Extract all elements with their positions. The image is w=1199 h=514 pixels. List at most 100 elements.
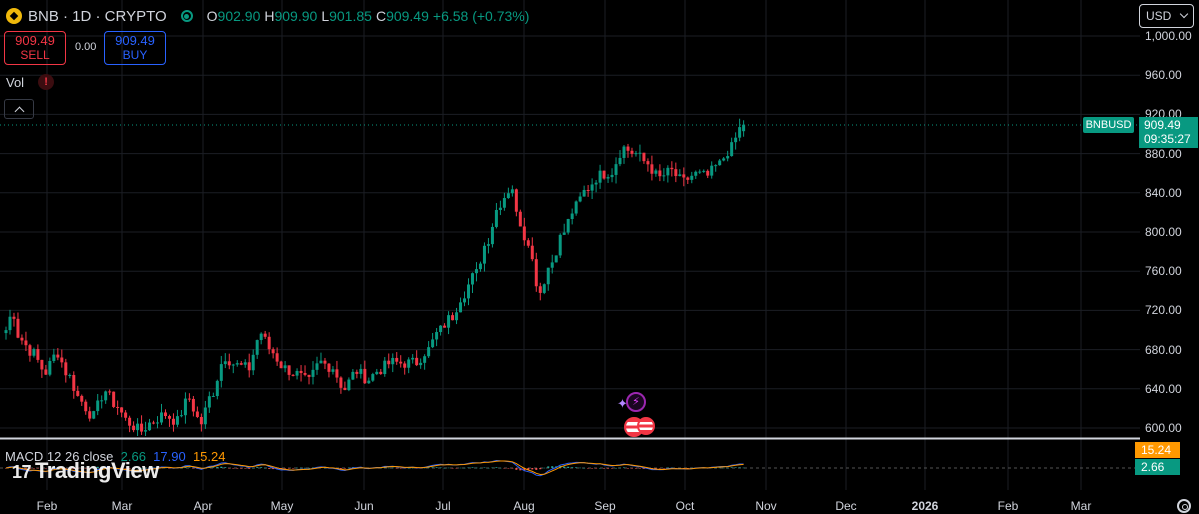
candle-body (239, 363, 243, 365)
macd-histogram-bar (519, 468, 522, 471)
macd-histogram-bar (48, 467, 51, 468)
candle-body (490, 226, 494, 245)
macd-histogram-bar (423, 467, 426, 469)
candle-body (100, 400, 104, 402)
macd-label: MACD 12 26 close (5, 449, 114, 464)
collapse-legend-button[interactable] (4, 99, 34, 119)
candle-body (40, 359, 44, 370)
time-tick: Sep (594, 499, 616, 513)
macd-histogram-bar (124, 468, 127, 469)
candle-body (76, 390, 80, 396)
macd-histogram-bar (595, 468, 598, 469)
macd-histogram-bar (551, 466, 554, 468)
macd-histogram-bar (300, 467, 303, 469)
close-label: C (375, 8, 387, 24)
candle-body (478, 263, 482, 270)
macd-histogram-value: 2.66 (120, 449, 146, 464)
macd-histogram-bar (587, 468, 590, 469)
macd-histogram-bar (459, 467, 462, 469)
candle-body (518, 211, 522, 227)
change-value: +6.58 (+0.73%) (432, 8, 530, 24)
macd-histogram-bar (622, 467, 625, 468)
macd-histogram-bar (575, 467, 578, 468)
candle-body (439, 325, 443, 333)
candle-body (371, 374, 375, 381)
candle-body (566, 218, 570, 233)
tradingview-logo-icon: 17 (12, 462, 32, 482)
macd-histogram-bar (312, 467, 315, 469)
macd-histogram-bar (467, 467, 470, 468)
macd-histogram-bar (642, 468, 645, 469)
currency-select[interactable]: USD (1139, 4, 1194, 28)
candle-body (88, 411, 92, 419)
buy-price: 909.49 (115, 33, 155, 48)
tradingview-logo-text: TradingView (35, 458, 159, 483)
market-open-icon[interactable] (180, 10, 193, 22)
candle-body (610, 174, 614, 178)
candle-body (534, 259, 538, 287)
sell-button[interactable]: 909.49 SELL (4, 31, 66, 65)
macd-histogram-bar (742, 467, 745, 469)
macd-histogram-bar (475, 467, 478, 469)
buy-button[interactable]: 909.49 BUY (104, 31, 166, 65)
candle-body (331, 369, 335, 372)
macd-histogram-bar (447, 467, 450, 469)
candle-body (714, 165, 718, 167)
candle-body (399, 361, 403, 364)
candle-body (327, 363, 331, 372)
macd-histogram-bar (483, 467, 486, 469)
candle-body (435, 332, 439, 340)
candle-body (598, 170, 602, 183)
macd-histogram-bar (507, 468, 510, 469)
symbol-title[interactable]: BNB · 1D · CRYPTO (28, 7, 167, 25)
candle-body (594, 182, 598, 185)
gear-icon[interactable] (1177, 499, 1191, 513)
macd-histogram-bar (68, 468, 71, 469)
candle-body (144, 430, 148, 432)
macd-histogram-bar (76, 468, 79, 469)
candle-body (467, 284, 471, 299)
time-tick: May (270, 499, 294, 513)
candle-body (132, 425, 136, 431)
volume-legend[interactable]: Vol ! (6, 74, 55, 90)
candle-body (634, 153, 638, 155)
macd-histogram-bar (431, 467, 434, 468)
price-tick: 880.00 (1145, 146, 1182, 161)
candlestick-series (4, 118, 746, 436)
candle-body (443, 325, 447, 328)
candle-body (367, 380, 371, 384)
tradingview-logo[interactable]: 17 TradingView (12, 458, 159, 484)
macd-histogram-bar (531, 468, 534, 470)
candle-body (271, 349, 275, 354)
candle-body (355, 371, 359, 374)
macd-signal-tag: 15.24 (1135, 442, 1180, 458)
macd-histogram-bar (495, 467, 498, 468)
candle-body (92, 411, 96, 419)
macd-legend[interactable]: MACD 12 26 close 2.66 17.90 15.24 (5, 449, 226, 464)
candle-body (323, 360, 327, 364)
macd-histogram-bar (543, 467, 546, 469)
candle-body (275, 353, 279, 362)
macd-histogram-bar (491, 467, 494, 469)
candle-body (662, 175, 666, 177)
candle-body (167, 416, 171, 419)
candle-body (12, 316, 16, 319)
warning-icon[interactable]: ! (38, 74, 55, 90)
macd-histogram-bar (224, 467, 227, 468)
macd-histogram-bar (387, 467, 390, 469)
us-flag-event-icon-2[interactable] (637, 417, 655, 435)
macd-histogram-bar (296, 467, 299, 469)
candle-body (658, 170, 662, 177)
candle-body (682, 174, 686, 178)
candle-body (175, 416, 179, 425)
time-tick: Oct (675, 499, 695, 513)
candle-body (347, 379, 351, 391)
lightning-event-icon[interactable]: ⚡ (626, 392, 646, 412)
macd-series (5, 459, 745, 477)
macd-histogram-bar (630, 468, 633, 469)
candle-body (60, 357, 64, 363)
candle-body (211, 396, 215, 398)
candle-body (614, 164, 618, 175)
macd-histogram-bar (722, 467, 725, 469)
